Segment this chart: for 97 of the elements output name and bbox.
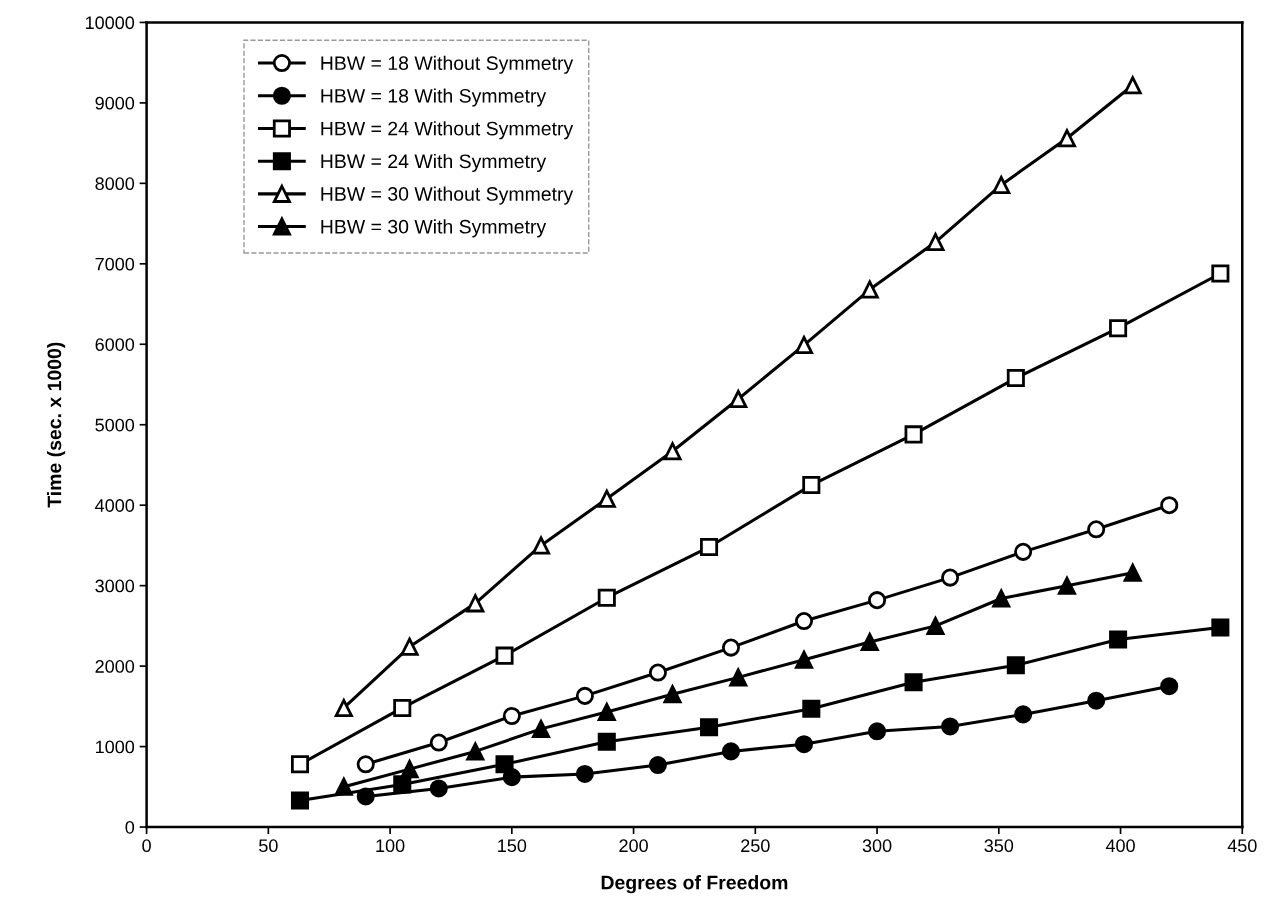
point xyxy=(495,755,514,774)
point xyxy=(597,489,616,508)
legend-label: HBW = 30 Without Symmetry xyxy=(321,186,574,205)
point xyxy=(868,722,887,741)
point xyxy=(400,637,419,656)
point xyxy=(1123,76,1142,95)
y-tick-label: 1000 xyxy=(96,740,135,754)
point xyxy=(532,536,551,555)
point xyxy=(648,663,667,682)
point xyxy=(1211,618,1230,637)
point xyxy=(663,685,682,704)
point xyxy=(1057,129,1076,148)
point xyxy=(729,389,748,409)
point xyxy=(466,594,485,613)
point xyxy=(1014,542,1033,561)
y-tick-label: 9000 xyxy=(95,96,135,110)
point xyxy=(926,616,945,635)
point xyxy=(794,612,814,631)
point xyxy=(721,638,740,657)
point xyxy=(700,538,719,557)
point xyxy=(1006,369,1025,388)
point xyxy=(575,686,594,705)
point xyxy=(495,646,514,665)
y-tick-label: 6000 xyxy=(95,338,135,351)
x-tick-label: 450 xyxy=(1227,839,1257,853)
point xyxy=(1211,264,1230,283)
point xyxy=(356,755,375,774)
x-tick-label: 100 xyxy=(376,839,405,853)
point xyxy=(1160,496,1179,515)
legend-label: HBW = 30 With Symmetry xyxy=(321,219,547,238)
legend-label: HBW = 24 Without Symmetry xyxy=(321,121,574,140)
point xyxy=(597,732,616,751)
point xyxy=(334,698,353,717)
point xyxy=(904,673,923,692)
point xyxy=(663,442,682,461)
legend-label: HBW = 18 With Symmetry xyxy=(321,88,547,107)
x-tick-label: 250 xyxy=(741,839,770,853)
point xyxy=(868,591,887,610)
legend-label: HBW = 24 With Symmetry xyxy=(321,153,547,172)
point xyxy=(429,733,448,752)
point xyxy=(1160,677,1179,696)
point xyxy=(648,756,667,775)
y-tick-label: 4000 xyxy=(95,499,135,512)
point xyxy=(941,717,960,736)
y-tick-label: 7000 xyxy=(95,257,135,271)
point xyxy=(904,425,923,444)
point xyxy=(1014,705,1033,724)
x-tick-label: 350 xyxy=(984,839,1014,853)
point xyxy=(700,718,719,737)
point xyxy=(502,706,521,726)
y-tick-label: 2000 xyxy=(95,660,135,673)
point xyxy=(860,632,879,651)
point xyxy=(429,779,448,798)
x-tick-label: 200 xyxy=(619,839,648,853)
point xyxy=(575,764,594,783)
y-tick-label: 10000 xyxy=(85,16,135,30)
x-axis-title: Degrees of Freedom xyxy=(601,875,788,894)
point xyxy=(597,702,616,721)
point xyxy=(941,568,960,587)
x-tick-label: 400 xyxy=(1105,839,1135,853)
point xyxy=(1087,520,1106,539)
point xyxy=(926,233,945,252)
point xyxy=(721,742,740,761)
y-tick-label: 5000 xyxy=(95,418,135,432)
point xyxy=(532,719,551,738)
point xyxy=(802,476,821,495)
y-tick-label: 0 xyxy=(125,820,135,834)
y-tick-label: 8000 xyxy=(95,177,135,191)
point xyxy=(1087,691,1106,710)
point xyxy=(1109,630,1128,649)
x-tick-label: 300 xyxy=(862,839,892,853)
point xyxy=(290,755,310,774)
point xyxy=(729,668,748,687)
x-tick-label: 50 xyxy=(259,839,278,853)
legend-label: HBW = 18 Without Symmetry xyxy=(321,55,574,74)
point xyxy=(1057,576,1076,595)
point xyxy=(400,760,419,779)
point xyxy=(1006,656,1025,675)
point xyxy=(794,650,814,669)
x-tick-label: 0 xyxy=(142,839,151,853)
x-tick-label: 150 xyxy=(498,839,527,853)
point xyxy=(860,278,880,299)
point xyxy=(597,588,616,607)
point xyxy=(393,775,412,794)
y-axis-title: Time (sec. x 1000) xyxy=(47,342,66,508)
point xyxy=(290,791,310,810)
point xyxy=(393,698,412,717)
point xyxy=(466,742,485,761)
point xyxy=(992,175,1011,194)
point xyxy=(802,699,821,718)
point xyxy=(794,336,814,355)
point xyxy=(992,589,1011,608)
point xyxy=(334,777,353,796)
point xyxy=(794,735,814,754)
y-tick-label: 3000 xyxy=(95,579,135,593)
point xyxy=(1123,563,1142,582)
point xyxy=(1109,319,1128,338)
